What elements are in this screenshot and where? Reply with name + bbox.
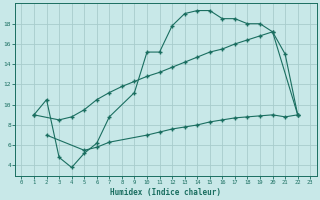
X-axis label: Humidex (Indice chaleur): Humidex (Indice chaleur)	[110, 188, 221, 197]
